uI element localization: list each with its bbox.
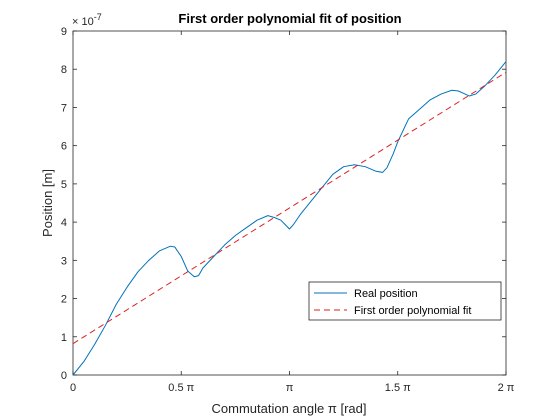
y-tick-label: 0 (61, 370, 67, 382)
y-axis-exponent-power: -7 (94, 12, 102, 22)
y-tick-label: 4 (61, 217, 67, 229)
y-axis-exponent-base: × 10 (72, 16, 94, 28)
series-layer (72, 61, 507, 376)
series-line-polynomial-fit (72, 71, 507, 345)
x-tick-label: 1.5 π (385, 382, 411, 394)
y-tick-label: 8 (61, 64, 67, 76)
y-tick-label: 9 (61, 26, 67, 38)
y-axis-ticks: 0 1 2 3 4 5 6 7 8 9 (61, 26, 506, 382)
y-tick-label: 1 (61, 332, 67, 344)
x-tick-label: π (286, 382, 294, 394)
legend-entry-real-position: Real position (354, 288, 418, 300)
x-tick-label: 2 π (498, 382, 515, 394)
series-line-real-position (72, 61, 507, 376)
y-tick-label: 6 (61, 141, 67, 153)
plot-area (72, 30, 507, 376)
x-axis-label: Commutation angle π [rad] (212, 401, 367, 416)
y-axis-label: Position [m] (40, 169, 55, 237)
x-axis-ticks: 0 0.5 π π 1.5 π 2 π (70, 31, 515, 394)
legend: Real position First order polynomial fit (308, 281, 502, 321)
y-tick-label: 2 (61, 294, 67, 306)
y-tick-label: 7 (61, 102, 67, 114)
legend-entry-polynomial-fit: First order polynomial fit (354, 305, 471, 317)
y-tick-label: 5 (61, 179, 67, 191)
y-axis-exponent: × 10-7 (72, 12, 102, 28)
legend-box (308, 281, 502, 321)
x-tick-label: 0 (70, 382, 76, 394)
y-tick-label: 3 (61, 255, 67, 267)
x-tick-label: 0.5 π (168, 382, 194, 394)
chart-title: First order polynomial fit of position (178, 11, 401, 26)
